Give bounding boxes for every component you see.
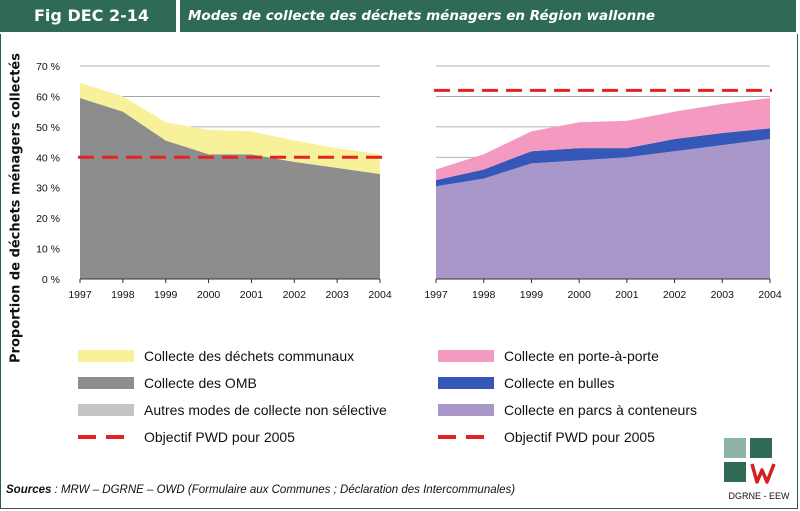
legend-label: Collecte en porte-à-porte — [504, 348, 659, 364]
chart-left: 1997 1998 1999 2000 2001 2002 2003 2004 0 % 10 % 2… — [36, 61, 392, 301]
legend-swatch — [78, 435, 134, 439]
x-tick-label: 1997 — [68, 289, 92, 301]
x-tick-label: 2002 — [283, 289, 307, 301]
legend-label: Collecte en parcs à conteneurs — [504, 402, 697, 418]
x-tick-label: 1999 — [520, 289, 544, 301]
x-tick-label: 2003 — [325, 289, 349, 301]
x-tick-label: 2001 — [240, 289, 264, 301]
sources-note: Sources : MRW – DGRNE – OWD (Formulaire … — [6, 484, 515, 496]
logo-cell-bottom-left — [724, 462, 746, 482]
x-tick-label: 2001 — [615, 289, 639, 301]
x-tick-label: 2000 — [197, 289, 221, 301]
legend-swatch — [78, 350, 134, 362]
y-tick-label: 0 % — [42, 274, 60, 286]
figure-title: Modes de collecte des déchets ménagers e… — [180, 0, 796, 32]
sources-label: Sources — [6, 484, 52, 496]
figure-number: Fig DEC 2-14 — [0, 0, 176, 32]
area-series-1 — [80, 97, 380, 279]
y-tick-label: 60 % — [36, 91, 60, 103]
chart-right: 1997 1998 1999 2000 2001 2002 2003 2004 — [424, 65, 782, 301]
legend-label: Objectif PWD pour 2005 — [144, 429, 295, 445]
area-series-3 — [80, 82, 380, 175]
x-tick-label: 1997 — [424, 289, 448, 301]
legend-swatch — [78, 377, 134, 389]
area-series-3 — [436, 97, 770, 181]
y-tick-label: 40 % — [36, 152, 60, 164]
legend-swatch — [438, 435, 494, 439]
legend-label: Collecte des OMB — [144, 375, 257, 391]
logo-caption: DGRNE - EEW — [728, 491, 790, 501]
dgrne-logo: DGRNE - EEW — [722, 438, 796, 502]
y-tick-label: 10 % — [36, 244, 60, 256]
logo-cell-w — [750, 462, 776, 484]
logo-cell-building — [724, 438, 746, 458]
charts-area: 1997 1998 1999 2000 2001 2002 2003 2004 0 % 10 % 2… — [36, 61, 782, 301]
x-tick-label: 2002 — [663, 289, 687, 301]
legend-label: Collecte en bulles — [504, 375, 615, 391]
sources-text: : MRW – DGRNE – OWD (Formulaire aux Comm… — [51, 484, 516, 496]
x-tick-label: 2004 — [368, 289, 392, 301]
x-tick-label: 2000 — [567, 289, 591, 301]
x-tick-label: 1999 — [154, 289, 178, 301]
legend-swatch — [438, 350, 494, 362]
area-series-2 — [436, 128, 770, 187]
x-tick-label: 1998 — [472, 289, 496, 301]
legend-label: Autres modes de collecte non sélective — [144, 402, 387, 418]
figure-header: Fig DEC 2-14 Modes de collecte des déche… — [0, 0, 800, 34]
x-tick-label: 1998 — [111, 289, 135, 301]
legend-swatch — [438, 404, 494, 416]
y-tick-label: 20 % — [36, 213, 60, 225]
x-tick-label: 2004 — [758, 289, 782, 301]
x-tick-label: 2003 — [711, 289, 735, 301]
w-mark-icon — [750, 463, 776, 484]
legend-label: Objectif PWD pour 2005 — [504, 429, 655, 445]
y-tick-label: 70 % — [36, 61, 60, 73]
area-series-1 — [436, 139, 770, 279]
y-tick-label: 50 % — [36, 122, 60, 134]
logo-cell-top-right — [750, 438, 772, 458]
legend-swatch — [78, 404, 134, 416]
legend-label: Collecte des déchets communaux — [144, 348, 355, 364]
y-tick-label: 30 % — [36, 183, 60, 195]
legend-swatch — [438, 377, 494, 389]
